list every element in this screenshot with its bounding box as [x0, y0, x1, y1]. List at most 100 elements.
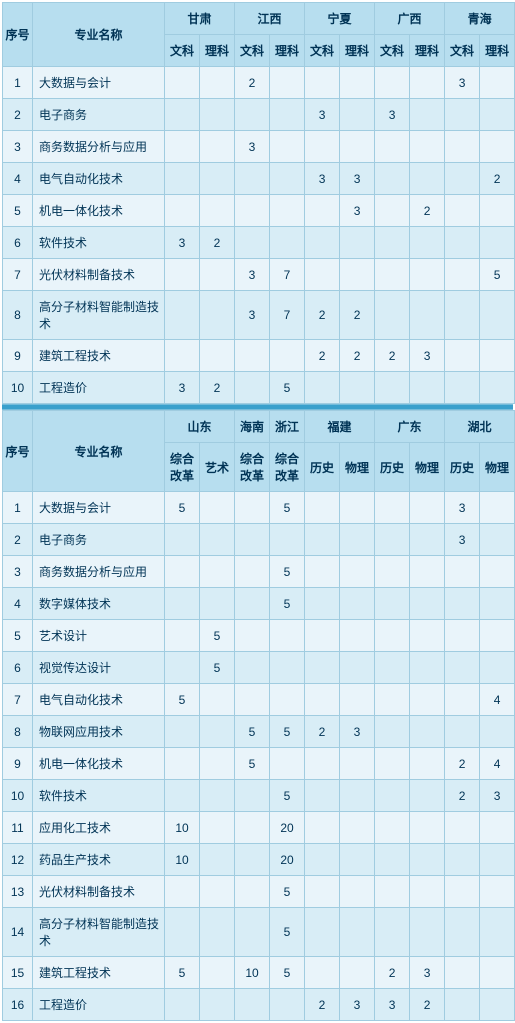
- value-cell: [410, 716, 445, 748]
- value-cell: [480, 524, 515, 556]
- value-cell: [375, 291, 410, 340]
- value-cell: [445, 556, 480, 588]
- value-cell: [410, 67, 445, 99]
- major-cell: 电气自动化技术: [33, 684, 165, 716]
- sub-header: 综合改革: [235, 443, 270, 492]
- value-cell: [480, 340, 515, 372]
- value-cell: 3: [165, 372, 200, 404]
- table-row: 9建筑工程技术2223: [3, 340, 515, 372]
- table-row: 10软件技术523: [3, 780, 515, 812]
- value-cell: [165, 131, 200, 163]
- value-cell: 20: [270, 844, 305, 876]
- value-cell: [200, 195, 235, 227]
- seq-header: 序号: [3, 3, 33, 67]
- major-cell: 机电一体化技术: [33, 195, 165, 227]
- value-cell: [200, 989, 235, 1021]
- sub-header: 文科: [305, 35, 340, 67]
- value-cell: [340, 908, 375, 957]
- province-header: 宁夏: [305, 3, 375, 35]
- value-cell: [340, 372, 375, 404]
- value-cell: [375, 492, 410, 524]
- major-cell: 电气自动化技术: [33, 163, 165, 195]
- value-cell: [480, 957, 515, 989]
- value-cell: 3: [410, 957, 445, 989]
- seq-cell: 7: [3, 259, 33, 291]
- value-cell: [270, 195, 305, 227]
- sub-header: 综合改革: [270, 443, 305, 492]
- value-cell: [445, 957, 480, 989]
- value-cell: [410, 524, 445, 556]
- value-cell: 5: [270, 908, 305, 957]
- value-cell: [375, 67, 410, 99]
- table-row: 1大数据与会计23: [3, 67, 515, 99]
- value-cell: 3: [305, 99, 340, 131]
- major-cell: 软件技术: [33, 227, 165, 259]
- province-header: 江西: [235, 3, 305, 35]
- value-cell: [410, 99, 445, 131]
- value-cell: [480, 372, 515, 404]
- value-cell: [410, 620, 445, 652]
- table-row: 5艺术设计5: [3, 620, 515, 652]
- value-cell: 2: [340, 340, 375, 372]
- value-cell: [480, 99, 515, 131]
- value-cell: [480, 588, 515, 620]
- value-cell: [340, 556, 375, 588]
- seq-cell: 4: [3, 588, 33, 620]
- value-cell: 3: [340, 716, 375, 748]
- value-cell: [375, 588, 410, 620]
- value-cell: [200, 876, 235, 908]
- value-cell: [235, 492, 270, 524]
- value-cell: [305, 812, 340, 844]
- province-header: 青海: [445, 3, 515, 35]
- value-cell: [165, 588, 200, 620]
- value-cell: [480, 227, 515, 259]
- value-cell: [445, 340, 480, 372]
- value-cell: 5: [270, 372, 305, 404]
- value-cell: [375, 748, 410, 780]
- sub-header: 物理: [480, 443, 515, 492]
- value-cell: [235, 588, 270, 620]
- major-cell: 光伏材料制备技术: [33, 876, 165, 908]
- major-cell: 电子商务: [33, 99, 165, 131]
- value-cell: 3: [480, 780, 515, 812]
- value-cell: [200, 492, 235, 524]
- table-row: 14高分子材料智能制造技术5: [3, 908, 515, 957]
- value-cell: 5: [270, 876, 305, 908]
- value-cell: 3: [410, 340, 445, 372]
- value-cell: [410, 259, 445, 291]
- major-cell: 高分子材料智能制造技术: [33, 908, 165, 957]
- value-cell: [200, 812, 235, 844]
- value-cell: 2: [200, 372, 235, 404]
- value-cell: [235, 989, 270, 1021]
- value-cell: [270, 131, 305, 163]
- table-row: 13光伏材料制备技术5: [3, 876, 515, 908]
- value-cell: [340, 876, 375, 908]
- table-row: 3商务数据分析与应用3: [3, 131, 515, 163]
- value-cell: [305, 620, 340, 652]
- table-row: 10工程造价325: [3, 372, 515, 404]
- value-cell: [270, 340, 305, 372]
- value-cell: [165, 748, 200, 780]
- major-cell: 建筑工程技术: [33, 957, 165, 989]
- value-cell: [235, 812, 270, 844]
- major-cell: 高分子材料智能制造技术: [33, 291, 165, 340]
- seq-cell: 16: [3, 989, 33, 1021]
- sub-header: 文科: [235, 35, 270, 67]
- value-cell: [410, 812, 445, 844]
- value-cell: [270, 684, 305, 716]
- seq-cell: 11: [3, 812, 33, 844]
- table-row: 3商务数据分析与应用5: [3, 556, 515, 588]
- major-header: 专业名称: [33, 411, 165, 492]
- value-cell: 3: [235, 259, 270, 291]
- province-header: 浙江: [270, 411, 305, 443]
- value-cell: [375, 163, 410, 195]
- value-cell: [375, 780, 410, 812]
- province-header: 甘肃: [165, 3, 235, 35]
- value-cell: [200, 556, 235, 588]
- value-cell: [235, 99, 270, 131]
- value-cell: 2: [375, 340, 410, 372]
- major-cell: 商务数据分析与应用: [33, 556, 165, 588]
- value-cell: [445, 227, 480, 259]
- value-cell: [445, 372, 480, 404]
- value-cell: [445, 195, 480, 227]
